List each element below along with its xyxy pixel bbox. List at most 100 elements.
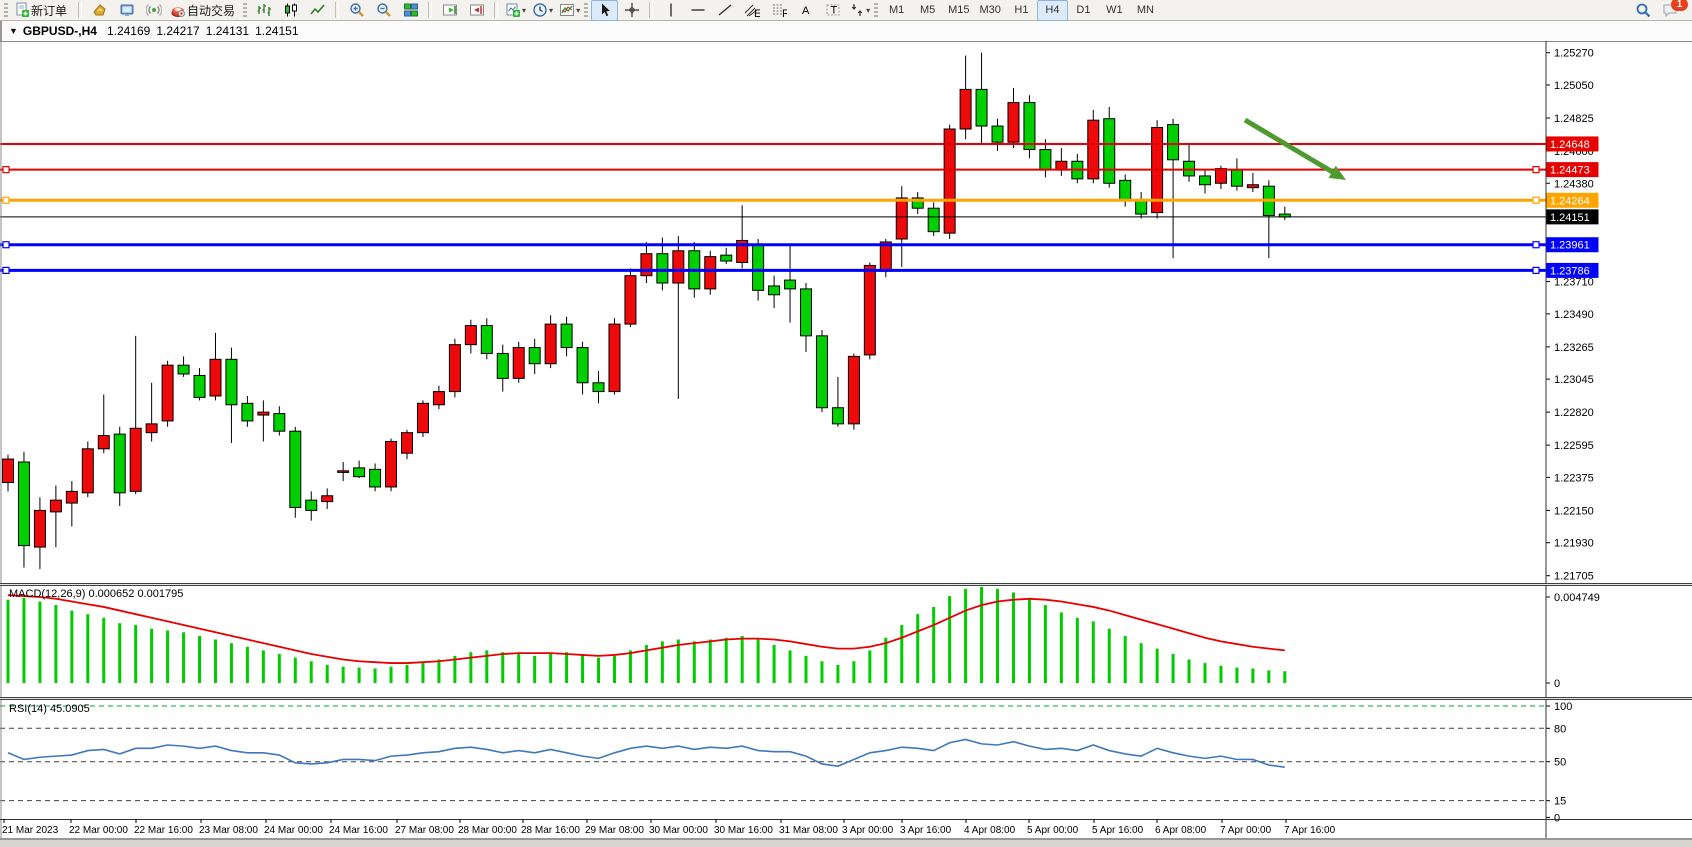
candlestick-chart-icon bbox=[284, 3, 297, 17]
line-handle[interactable] bbox=[2, 166, 10, 174]
rsi-axis-label: 80 bbox=[1554, 723, 1566, 735]
time-label: 21 Mar 2023 bbox=[2, 825, 59, 836]
chart-shift-icon bbox=[469, 4, 484, 16]
svg-text:T: T bbox=[830, 5, 837, 17]
autotrading-label: 自动交易 bbox=[187, 3, 236, 18]
toolbar-separator bbox=[335, 2, 340, 18]
candle-body bbox=[17, 461, 30, 547]
vertical-line-tool-button[interactable] bbox=[657, 0, 684, 21]
macd-histogram-bar bbox=[389, 666, 393, 683]
navigator-button[interactable] bbox=[140, 0, 167, 21]
channel-tool-button[interactable]: E bbox=[738, 0, 765, 21]
candle-body bbox=[736, 239, 749, 263]
ohlc-low: 1.24131 bbox=[205, 24, 250, 38]
line-handle[interactable] bbox=[1532, 241, 1540, 249]
data-window-button[interactable] bbox=[113, 0, 140, 21]
candle-body bbox=[49, 499, 62, 513]
timeframe-m5-button[interactable]: M5 bbox=[919, 4, 936, 16]
trendline-tool-button[interactable] bbox=[711, 0, 738, 21]
auto-scroll-button[interactable] bbox=[436, 0, 463, 21]
price-tick-label: 1.25270 bbox=[1554, 48, 1594, 60]
text-tool-button[interactable]: A bbox=[792, 0, 819, 21]
zoom-in-icon bbox=[349, 3, 364, 17]
new-chart-button[interactable]: ▾ bbox=[502, 0, 529, 21]
macd-histogram-bar bbox=[628, 650, 632, 683]
panel-splitter[interactable] bbox=[0, 697, 1692, 700]
timeframe-mn-button[interactable]: MN bbox=[1136, 4, 1154, 16]
macd-signal-line bbox=[7, 594, 1285, 664]
candle-body bbox=[863, 264, 876, 356]
line-chart-button[interactable] bbox=[304, 0, 331, 21]
trendline-icon bbox=[718, 4, 732, 16]
macd-histogram-bar bbox=[1011, 592, 1015, 683]
line-handle[interactable] bbox=[2, 241, 10, 249]
zoom-out-button[interactable] bbox=[370, 0, 397, 21]
toolbar-grip[interactable] bbox=[243, 2, 248, 18]
macd-histogram-bar bbox=[788, 650, 792, 683]
toolbar-grip[interactable] bbox=[4, 2, 8, 18]
line-handle[interactable] bbox=[1532, 166, 1540, 174]
macd-histogram-bar bbox=[166, 630, 170, 683]
chart-shift-button[interactable] bbox=[463, 0, 490, 21]
time-label: 22 Mar 16:00 bbox=[134, 825, 193, 836]
line-handle[interactable] bbox=[1532, 266, 1540, 275]
macd-histogram-bar bbox=[309, 661, 313, 683]
line-handle[interactable] bbox=[1532, 196, 1540, 204]
horizontal-line-tool-button[interactable] bbox=[684, 0, 711, 21]
timeframe-m1-button[interactable]: M1 bbox=[888, 4, 905, 16]
new-order-button[interactable]: 新订单 bbox=[11, 0, 74, 21]
timeframe-w1-button[interactable]: W1 bbox=[1106, 4, 1123, 16]
timeframe-m15-button[interactable]: M15 bbox=[948, 4, 970, 16]
autotrading-button[interactable]: 自动交易 bbox=[167, 0, 242, 21]
macd-histogram-bar bbox=[1219, 665, 1223, 683]
candle-body bbox=[97, 435, 110, 450]
notifications-button[interactable]: 1 bbox=[1656, 0, 1688, 21]
price-tick-label: 1.23045 bbox=[1554, 374, 1594, 386]
time-label: 3 Apr 16:00 bbox=[900, 825, 952, 836]
macd-histogram-bar bbox=[405, 664, 409, 683]
period-button[interactable]: ▾ bbox=[529, 0, 556, 21]
macd-histogram-bar bbox=[373, 668, 377, 683]
timeframe-h1-button[interactable]: H1 bbox=[1014, 4, 1029, 16]
line-handle[interactable] bbox=[2, 266, 10, 275]
candle-body bbox=[720, 254, 733, 262]
timeframe-m30-button[interactable]: M30 bbox=[979, 4, 1001, 16]
macd-histogram-bar bbox=[932, 606, 936, 683]
cursor-tool-button[interactable] bbox=[591, 0, 619, 21]
zoom-in-button[interactable] bbox=[343, 0, 370, 21]
timeframe-d1-button[interactable]: D1 bbox=[1076, 4, 1091, 16]
crosshair-tool-button[interactable] bbox=[618, 0, 645, 21]
dropdown-arrow-icon: ▾ bbox=[866, 5, 871, 15]
toolbar-grip[interactable] bbox=[584, 2, 589, 18]
candle-body bbox=[991, 125, 1004, 143]
market-watch-button[interactable] bbox=[86, 0, 113, 21]
macd-histogram-bar bbox=[1171, 654, 1175, 683]
tile-windows-button[interactable] bbox=[397, 0, 424, 21]
bar-chart-button[interactable] bbox=[250, 0, 277, 21]
fibonacci-tool-button[interactable]: F bbox=[765, 0, 792, 21]
indicators-button[interactable]: ▾ bbox=[556, 0, 583, 21]
candle-body bbox=[2, 458, 14, 484]
candle-body bbox=[496, 352, 509, 379]
time-label: 31 Mar 08:00 bbox=[779, 825, 838, 836]
candle-body bbox=[273, 413, 286, 432]
macd-histogram-bar bbox=[1059, 612, 1063, 683]
time-label: 27 Mar 08:00 bbox=[395, 825, 454, 836]
candlestick-chart-button[interactable] bbox=[277, 0, 304, 21]
text-label-tool-button[interactable]: T bbox=[819, 0, 846, 21]
notification-badge: 1 bbox=[1671, 0, 1688, 11]
trend-arrow-line[interactable] bbox=[1243, 117, 1340, 178]
line-handle[interactable] bbox=[2, 196, 10, 204]
timeframe-h4-button[interactable]: H4 bbox=[1036, 0, 1068, 21]
trend-arrow-head[interactable] bbox=[1328, 165, 1346, 180]
toolbar-grip[interactable] bbox=[874, 2, 879, 18]
symbol-dropdown-icon[interactable]: ▼ bbox=[9, 26, 18, 36]
search-button[interactable] bbox=[1629, 0, 1656, 21]
price-tick-label: 1.23710 bbox=[1554, 277, 1594, 289]
macd-histogram-bar bbox=[660, 641, 664, 683]
panel-splitter[interactable] bbox=[0, 583, 1692, 586]
candle-body bbox=[480, 325, 493, 354]
arrows-tool-button[interactable]: ▾ bbox=[846, 0, 873, 21]
candle-body bbox=[927, 207, 940, 233]
